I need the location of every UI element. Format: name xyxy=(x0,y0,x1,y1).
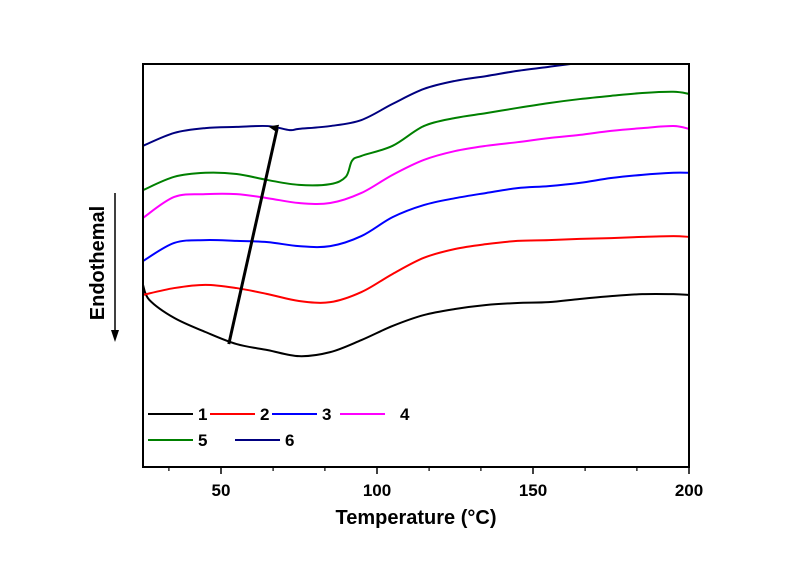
series-line-5 xyxy=(143,90,689,192)
legend-item-6: 6 xyxy=(235,431,294,450)
x-tick-label: 150 xyxy=(519,481,547,500)
legend-label: 4 xyxy=(400,405,410,424)
x-ticks: 50 100 150 200 xyxy=(168,467,703,500)
series-line-3 xyxy=(143,171,689,262)
plot-frame xyxy=(142,63,690,468)
legend: 1 2 3 4 5 6 xyxy=(148,405,410,450)
legend-label: 2 xyxy=(260,405,269,424)
series-line-4 xyxy=(143,125,689,219)
series-layer xyxy=(143,64,689,358)
legend-item-4: 4 xyxy=(340,405,410,424)
series-line-1 xyxy=(143,284,689,358)
x-tick-label: 100 xyxy=(363,481,391,500)
series-line-2 xyxy=(143,235,689,304)
series-line-6 xyxy=(143,64,571,147)
endothermal-arrow-head xyxy=(111,330,119,342)
legend-label: 5 xyxy=(198,431,207,450)
legend-label: 3 xyxy=(322,405,331,424)
y-axis-title: Endothemal xyxy=(87,206,109,320)
trend-arrow xyxy=(227,124,280,345)
y-axis-label-group: Endothemal xyxy=(87,193,119,342)
legend-label: 1 xyxy=(198,405,207,424)
legend-item-5: 5 xyxy=(148,431,207,450)
x-tick-label: 200 xyxy=(675,481,703,500)
x-axis-title: Temperature (°C) xyxy=(336,507,497,529)
legend-item-1: 1 xyxy=(148,405,207,424)
legend-item-3: 3 xyxy=(272,405,331,424)
legend-label: 6 xyxy=(285,431,294,450)
legend-item-2: 2 xyxy=(210,405,269,424)
x-tick-label: 50 xyxy=(212,481,231,500)
